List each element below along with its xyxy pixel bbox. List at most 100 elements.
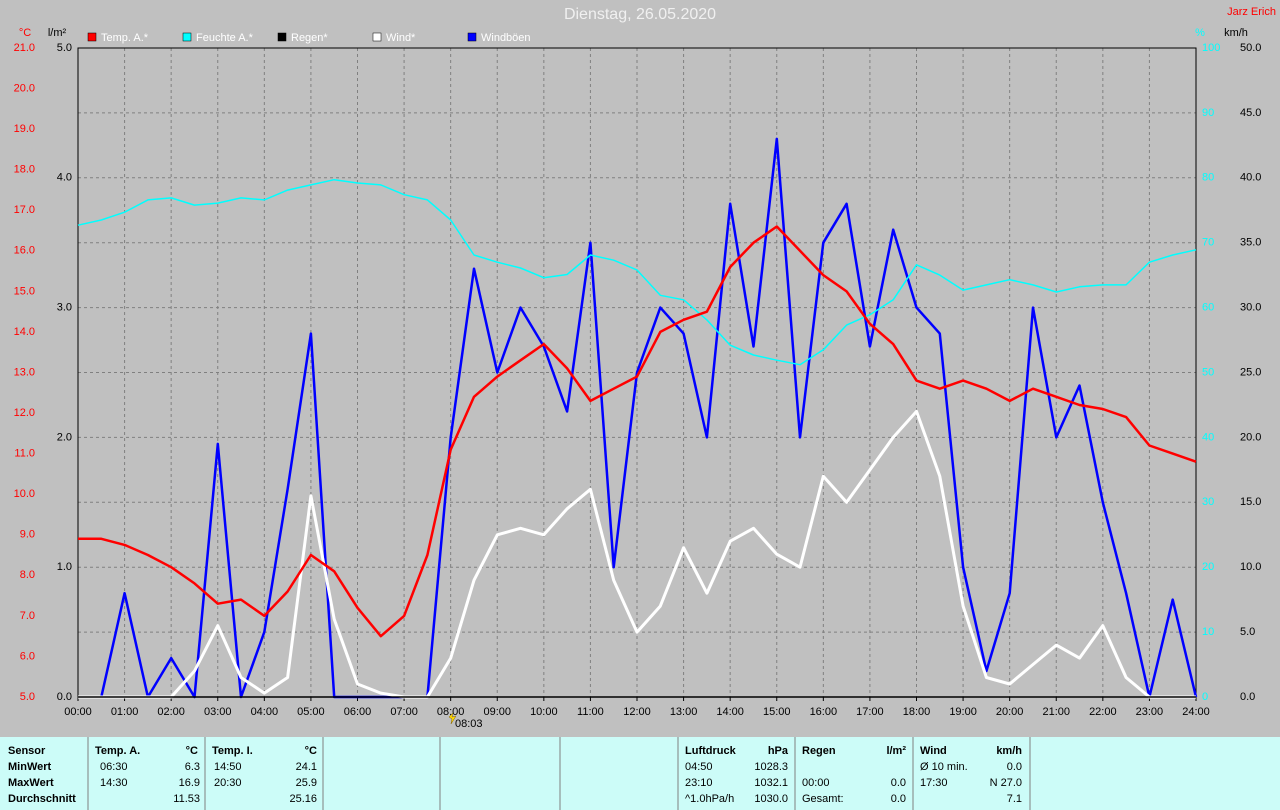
series-line bbox=[77, 178, 1197, 366]
x-tick-label: 16:00 bbox=[810, 706, 838, 718]
x-tick-label: 13:00 bbox=[670, 706, 698, 718]
x-tick-label: 10:00 bbox=[530, 706, 558, 718]
x-tick-label: 05:00 bbox=[297, 706, 325, 718]
y-tick-label: 7.0 bbox=[20, 610, 35, 622]
annotation: 08:03 bbox=[455, 718, 483, 730]
stats-panel bbox=[0, 737, 1280, 810]
y-tick-label: 8.0 bbox=[20, 569, 35, 581]
y-tick-label: 20.0 bbox=[14, 82, 35, 94]
y-tick-label: 1.0 bbox=[57, 561, 72, 573]
legend-label: Wind* bbox=[386, 32, 416, 44]
y-tick-label: 35.0 bbox=[1240, 237, 1261, 249]
y-tick-label: 6.0 bbox=[20, 650, 35, 662]
legend-label: Temp. A.* bbox=[101, 32, 149, 44]
table-cell: ^1.0hPa/h bbox=[685, 793, 734, 805]
legend-label: Feuchte A.* bbox=[196, 32, 254, 44]
y-tick-label: 5.0 bbox=[57, 42, 72, 54]
x-tick-label: 11:00 bbox=[577, 706, 604, 718]
y-tick-label: 40.0 bbox=[1240, 172, 1261, 184]
axis-unit: % bbox=[1195, 27, 1205, 39]
table-cell: 06:30 bbox=[100, 761, 128, 773]
series-line bbox=[78, 137, 1198, 699]
y-tick-label: 0.0 bbox=[1240, 691, 1255, 703]
y-tick-label: 2.0 bbox=[57, 431, 72, 443]
table-cell: Gesamt: bbox=[802, 793, 844, 805]
table-cell: N 27.0 bbox=[990, 777, 1022, 789]
series-line bbox=[78, 225, 1197, 638]
series-line bbox=[78, 409, 1196, 699]
legend-swatch bbox=[87, 32, 97, 42]
y-tick-label: 9.0 bbox=[20, 529, 35, 541]
y-tick-label: 70 bbox=[1202, 237, 1214, 249]
table-cell: 0.0 bbox=[1007, 761, 1022, 773]
axis-unit: °C bbox=[19, 27, 31, 39]
y-tick-label: 0.0 bbox=[57, 691, 72, 703]
y-tick-label: 20.0 bbox=[1240, 431, 1261, 443]
row-label: MaxWert bbox=[8, 777, 54, 789]
table-header: Temp. A. bbox=[95, 745, 140, 757]
row-label: Durchschnitt bbox=[8, 793, 76, 805]
y-tick-label: 60 bbox=[1202, 302, 1214, 314]
table-cell: 04:50 bbox=[685, 761, 713, 773]
table-header: hPa bbox=[768, 745, 789, 757]
y-tick-label: 18.0 bbox=[14, 164, 35, 176]
table-header: l/m² bbox=[886, 745, 906, 757]
legend-swatch bbox=[182, 32, 192, 42]
x-tick-label: 09:00 bbox=[483, 706, 511, 718]
y-tick-label: 11.0 bbox=[14, 448, 35, 460]
y-tick-label: 90 bbox=[1202, 107, 1214, 119]
y-tick-label: 16.0 bbox=[14, 245, 35, 257]
y-tick-label: 40 bbox=[1202, 431, 1214, 443]
table-cell: 14:50 bbox=[214, 761, 242, 773]
table-cell: 11.53 bbox=[173, 793, 200, 805]
table-cell: 25.16 bbox=[289, 793, 317, 805]
y-tick-label: 10 bbox=[1202, 626, 1214, 638]
x-tick-label: 04:00 bbox=[251, 706, 279, 718]
legend-swatch bbox=[467, 32, 477, 42]
table-header: km/h bbox=[996, 745, 1022, 757]
legend-swatch bbox=[372, 32, 382, 42]
x-tick-label: 07:00 bbox=[390, 706, 418, 718]
y-tick-label: 3.0 bbox=[57, 302, 72, 314]
x-tick-label: 02:00 bbox=[157, 706, 185, 718]
y-tick-label: 4.0 bbox=[57, 172, 72, 184]
table-cell: 20:30 bbox=[214, 777, 242, 789]
table-cell: 1030.0 bbox=[754, 793, 788, 805]
axis-unit: km/h bbox=[1224, 27, 1248, 39]
x-tick-label: 20:00 bbox=[996, 706, 1024, 718]
x-tick-label: 24:00 bbox=[1182, 706, 1210, 718]
table-cell: 25.9 bbox=[296, 777, 317, 789]
table-header: °C bbox=[305, 745, 317, 757]
table-cell: 00:00 bbox=[802, 777, 830, 789]
table-cell: 24.1 bbox=[296, 761, 317, 773]
table-header: Luftdruck bbox=[685, 745, 737, 757]
y-tick-label: 30 bbox=[1202, 496, 1214, 508]
table-cell: 6.3 bbox=[185, 761, 200, 773]
row-label: MinWert bbox=[8, 761, 52, 773]
x-tick-label: 23:00 bbox=[1136, 706, 1164, 718]
table-cell: 1032.1 bbox=[754, 777, 788, 789]
x-tick-label: 06:00 bbox=[344, 706, 372, 718]
x-tick-label: 17:00 bbox=[856, 706, 884, 718]
y-tick-label: 15.0 bbox=[1240, 496, 1261, 508]
x-tick-label: 03:00 bbox=[204, 706, 232, 718]
chart-title: Dienstag, 26.05.2020 bbox=[564, 6, 716, 23]
x-tick-label: 21:00 bbox=[1042, 706, 1070, 718]
table-header: Sensor bbox=[8, 745, 46, 757]
table-cell: 23:10 bbox=[685, 777, 713, 789]
table-cell: 1028.3 bbox=[754, 761, 788, 773]
y-tick-label: 80 bbox=[1202, 172, 1214, 184]
y-tick-label: 5.0 bbox=[1240, 626, 1255, 638]
table-cell: 16.9 bbox=[179, 777, 200, 789]
legend-swatch bbox=[277, 32, 287, 42]
y-tick-label: 5.0 bbox=[20, 691, 35, 703]
y-tick-label: 21.0 bbox=[14, 42, 35, 54]
x-tick-label: 15:00 bbox=[763, 706, 791, 718]
y-tick-label: 15.0 bbox=[14, 285, 35, 297]
x-tick-label: 18:00 bbox=[903, 706, 931, 718]
table-cell: 0.0 bbox=[891, 777, 906, 789]
x-tick-label: 00:00 bbox=[64, 706, 92, 718]
x-tick-label: 14:00 bbox=[716, 706, 744, 718]
